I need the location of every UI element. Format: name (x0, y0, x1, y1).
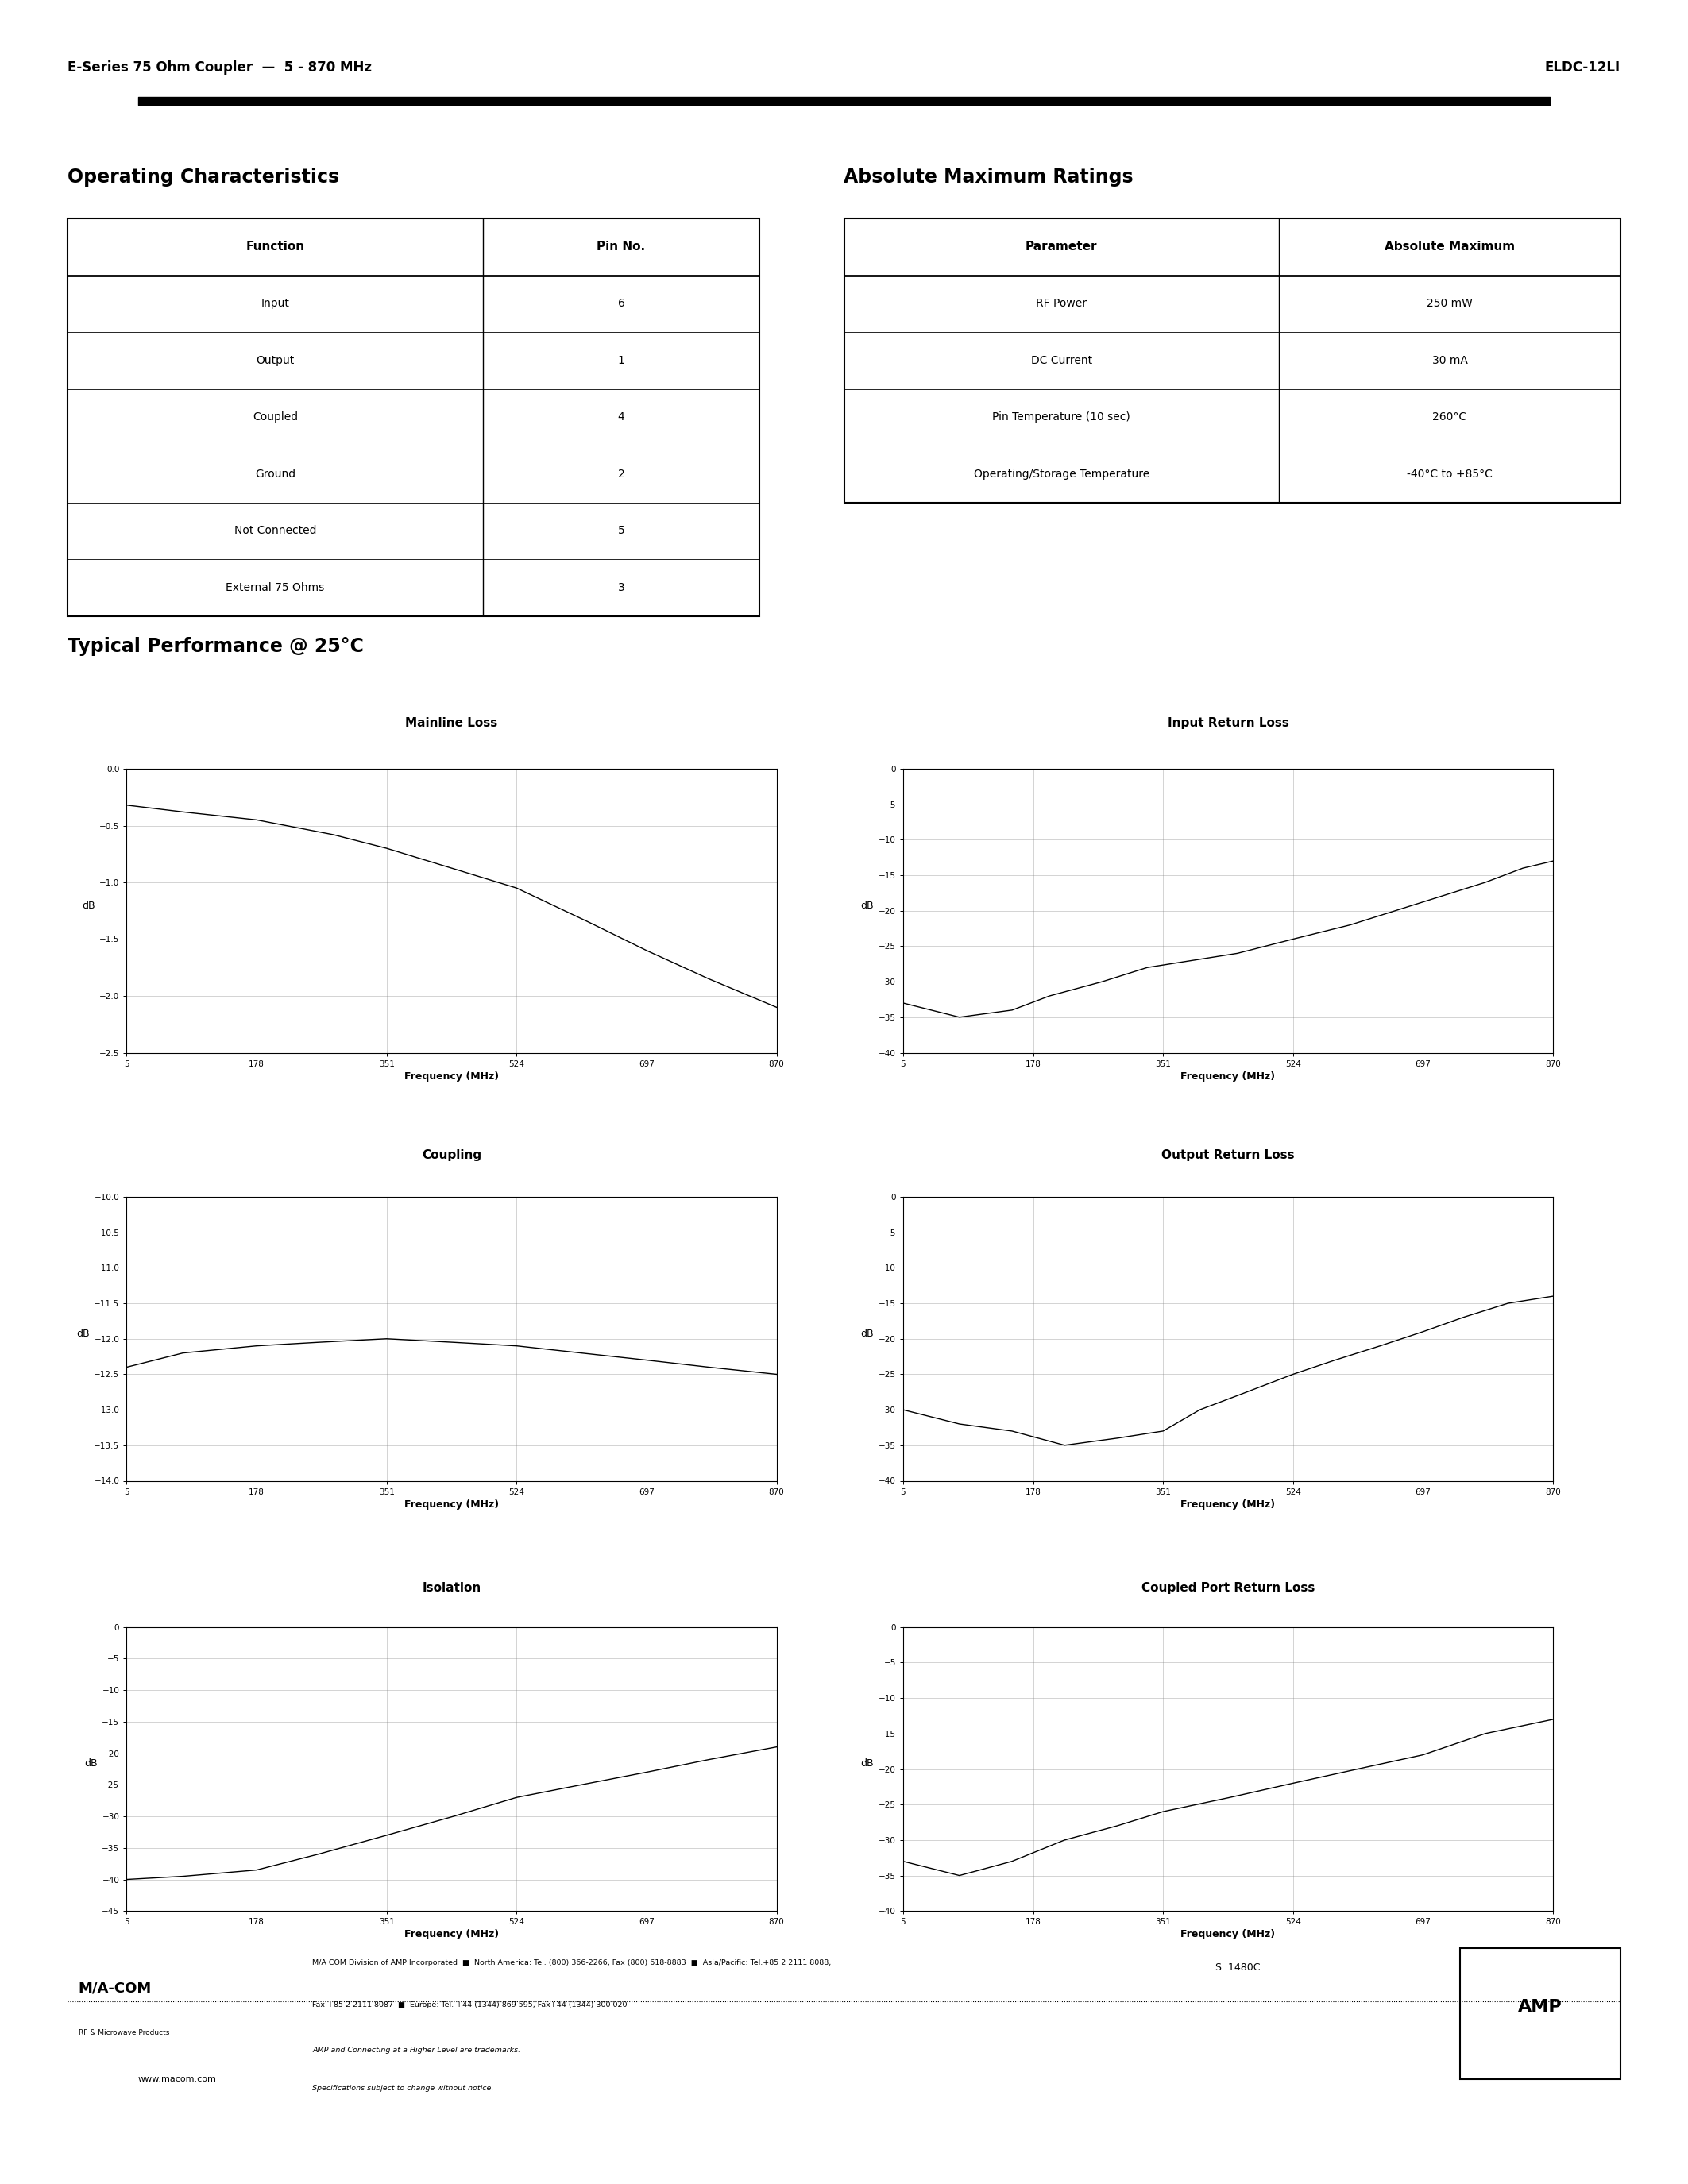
Text: 2: 2 (618, 467, 625, 480)
Text: AMP: AMP (1518, 1998, 1563, 2016)
Text: Specifications subject to change without notice.: Specifications subject to change without… (312, 2084, 493, 2092)
Text: RF Power: RF Power (1036, 297, 1087, 310)
Text: Mainline Loss: Mainline Loss (405, 716, 498, 729)
Text: Pin No.: Pin No. (598, 240, 645, 253)
Text: Fax +85 2 2111 8087  ■  Europe: Tel. +44 (1344) 869 595, Fax+44 (1344) 300 020: Fax +85 2 2111 8087 ■ Europe: Tel. +44 (… (312, 2001, 628, 2009)
Y-axis label: dB: dB (81, 900, 95, 911)
Text: 5: 5 (618, 524, 625, 537)
X-axis label: Frequency (MHz): Frequency (MHz) (403, 1070, 500, 1081)
Y-axis label: dB: dB (861, 1328, 874, 1339)
Text: Typical Performance @ 25°C: Typical Performance @ 25°C (68, 638, 363, 655)
Text: E-Series 75 Ohm Coupler  —  5 - 870 MHz: E-Series 75 Ohm Coupler — 5 - 870 MHz (68, 61, 371, 74)
Text: RF & Microwave Products: RF & Microwave Products (78, 2029, 169, 2035)
Text: Output: Output (257, 354, 294, 367)
Text: Pin Temperature (10 sec): Pin Temperature (10 sec) (993, 411, 1131, 424)
Text: M/A-COM: M/A-COM (78, 1981, 152, 1996)
Text: www.macom.com: www.macom.com (138, 2075, 216, 2084)
Text: Ground: Ground (255, 467, 295, 480)
X-axis label: Frequency (MHz): Frequency (MHz) (403, 1498, 500, 1509)
Text: Output Return Loss: Output Return Loss (1161, 1149, 1295, 1162)
Text: Coupling: Coupling (422, 1149, 481, 1162)
Text: 6: 6 (618, 297, 625, 310)
Text: S  1480C: S 1480C (1215, 1963, 1261, 1972)
Y-axis label: dB: dB (84, 1758, 98, 1769)
Text: DC Current: DC Current (1031, 354, 1092, 367)
Text: 250 mW: 250 mW (1426, 297, 1472, 310)
Text: Isolation: Isolation (422, 1581, 481, 1594)
X-axis label: Frequency (MHz): Frequency (MHz) (403, 1928, 500, 1939)
Text: 260°C: 260°C (1433, 411, 1467, 424)
Text: Coupled Port Return Loss: Coupled Port Return Loss (1141, 1581, 1315, 1594)
Text: 1: 1 (618, 354, 625, 367)
Text: 30 mA: 30 mA (1431, 354, 1467, 367)
Text: Input: Input (262, 297, 289, 310)
X-axis label: Frequency (MHz): Frequency (MHz) (1180, 1928, 1276, 1939)
Text: ELDC-12LI: ELDC-12LI (1545, 61, 1620, 74)
X-axis label: Frequency (MHz): Frequency (MHz) (1180, 1070, 1276, 1081)
Text: Operating Characteristics: Operating Characteristics (68, 168, 339, 186)
Text: AMP and Connecting at a Higher Level are trademarks.: AMP and Connecting at a Higher Level are… (312, 2046, 520, 2053)
Text: Input Return Loss: Input Return Loss (1168, 716, 1288, 729)
Text: Coupled: Coupled (253, 411, 297, 424)
Text: 3: 3 (618, 581, 625, 594)
Text: Function: Function (246, 240, 304, 253)
Text: 4: 4 (618, 411, 625, 424)
Text: Operating/Storage Temperature: Operating/Storage Temperature (974, 467, 1150, 480)
Y-axis label: dB: dB (76, 1328, 89, 1339)
Text: External 75 Ohms: External 75 Ohms (226, 581, 324, 594)
X-axis label: Frequency (MHz): Frequency (MHz) (1180, 1498, 1276, 1509)
Text: Parameter: Parameter (1026, 240, 1097, 253)
Text: Not Connected: Not Connected (235, 524, 316, 537)
Text: M/A COM Division of AMP Incorporated  ■  North America: Tel. (800) 366-2266, Fax: M/A COM Division of AMP Incorporated ■ N… (312, 1959, 830, 1966)
Y-axis label: dB: dB (861, 900, 874, 911)
Y-axis label: dB: dB (861, 1758, 874, 1769)
Text: Absolute Maximum Ratings: Absolute Maximum Ratings (844, 168, 1134, 186)
Text: -40°C to +85°C: -40°C to +85°C (1406, 467, 1492, 480)
Text: Absolute Maximum: Absolute Maximum (1384, 240, 1514, 253)
